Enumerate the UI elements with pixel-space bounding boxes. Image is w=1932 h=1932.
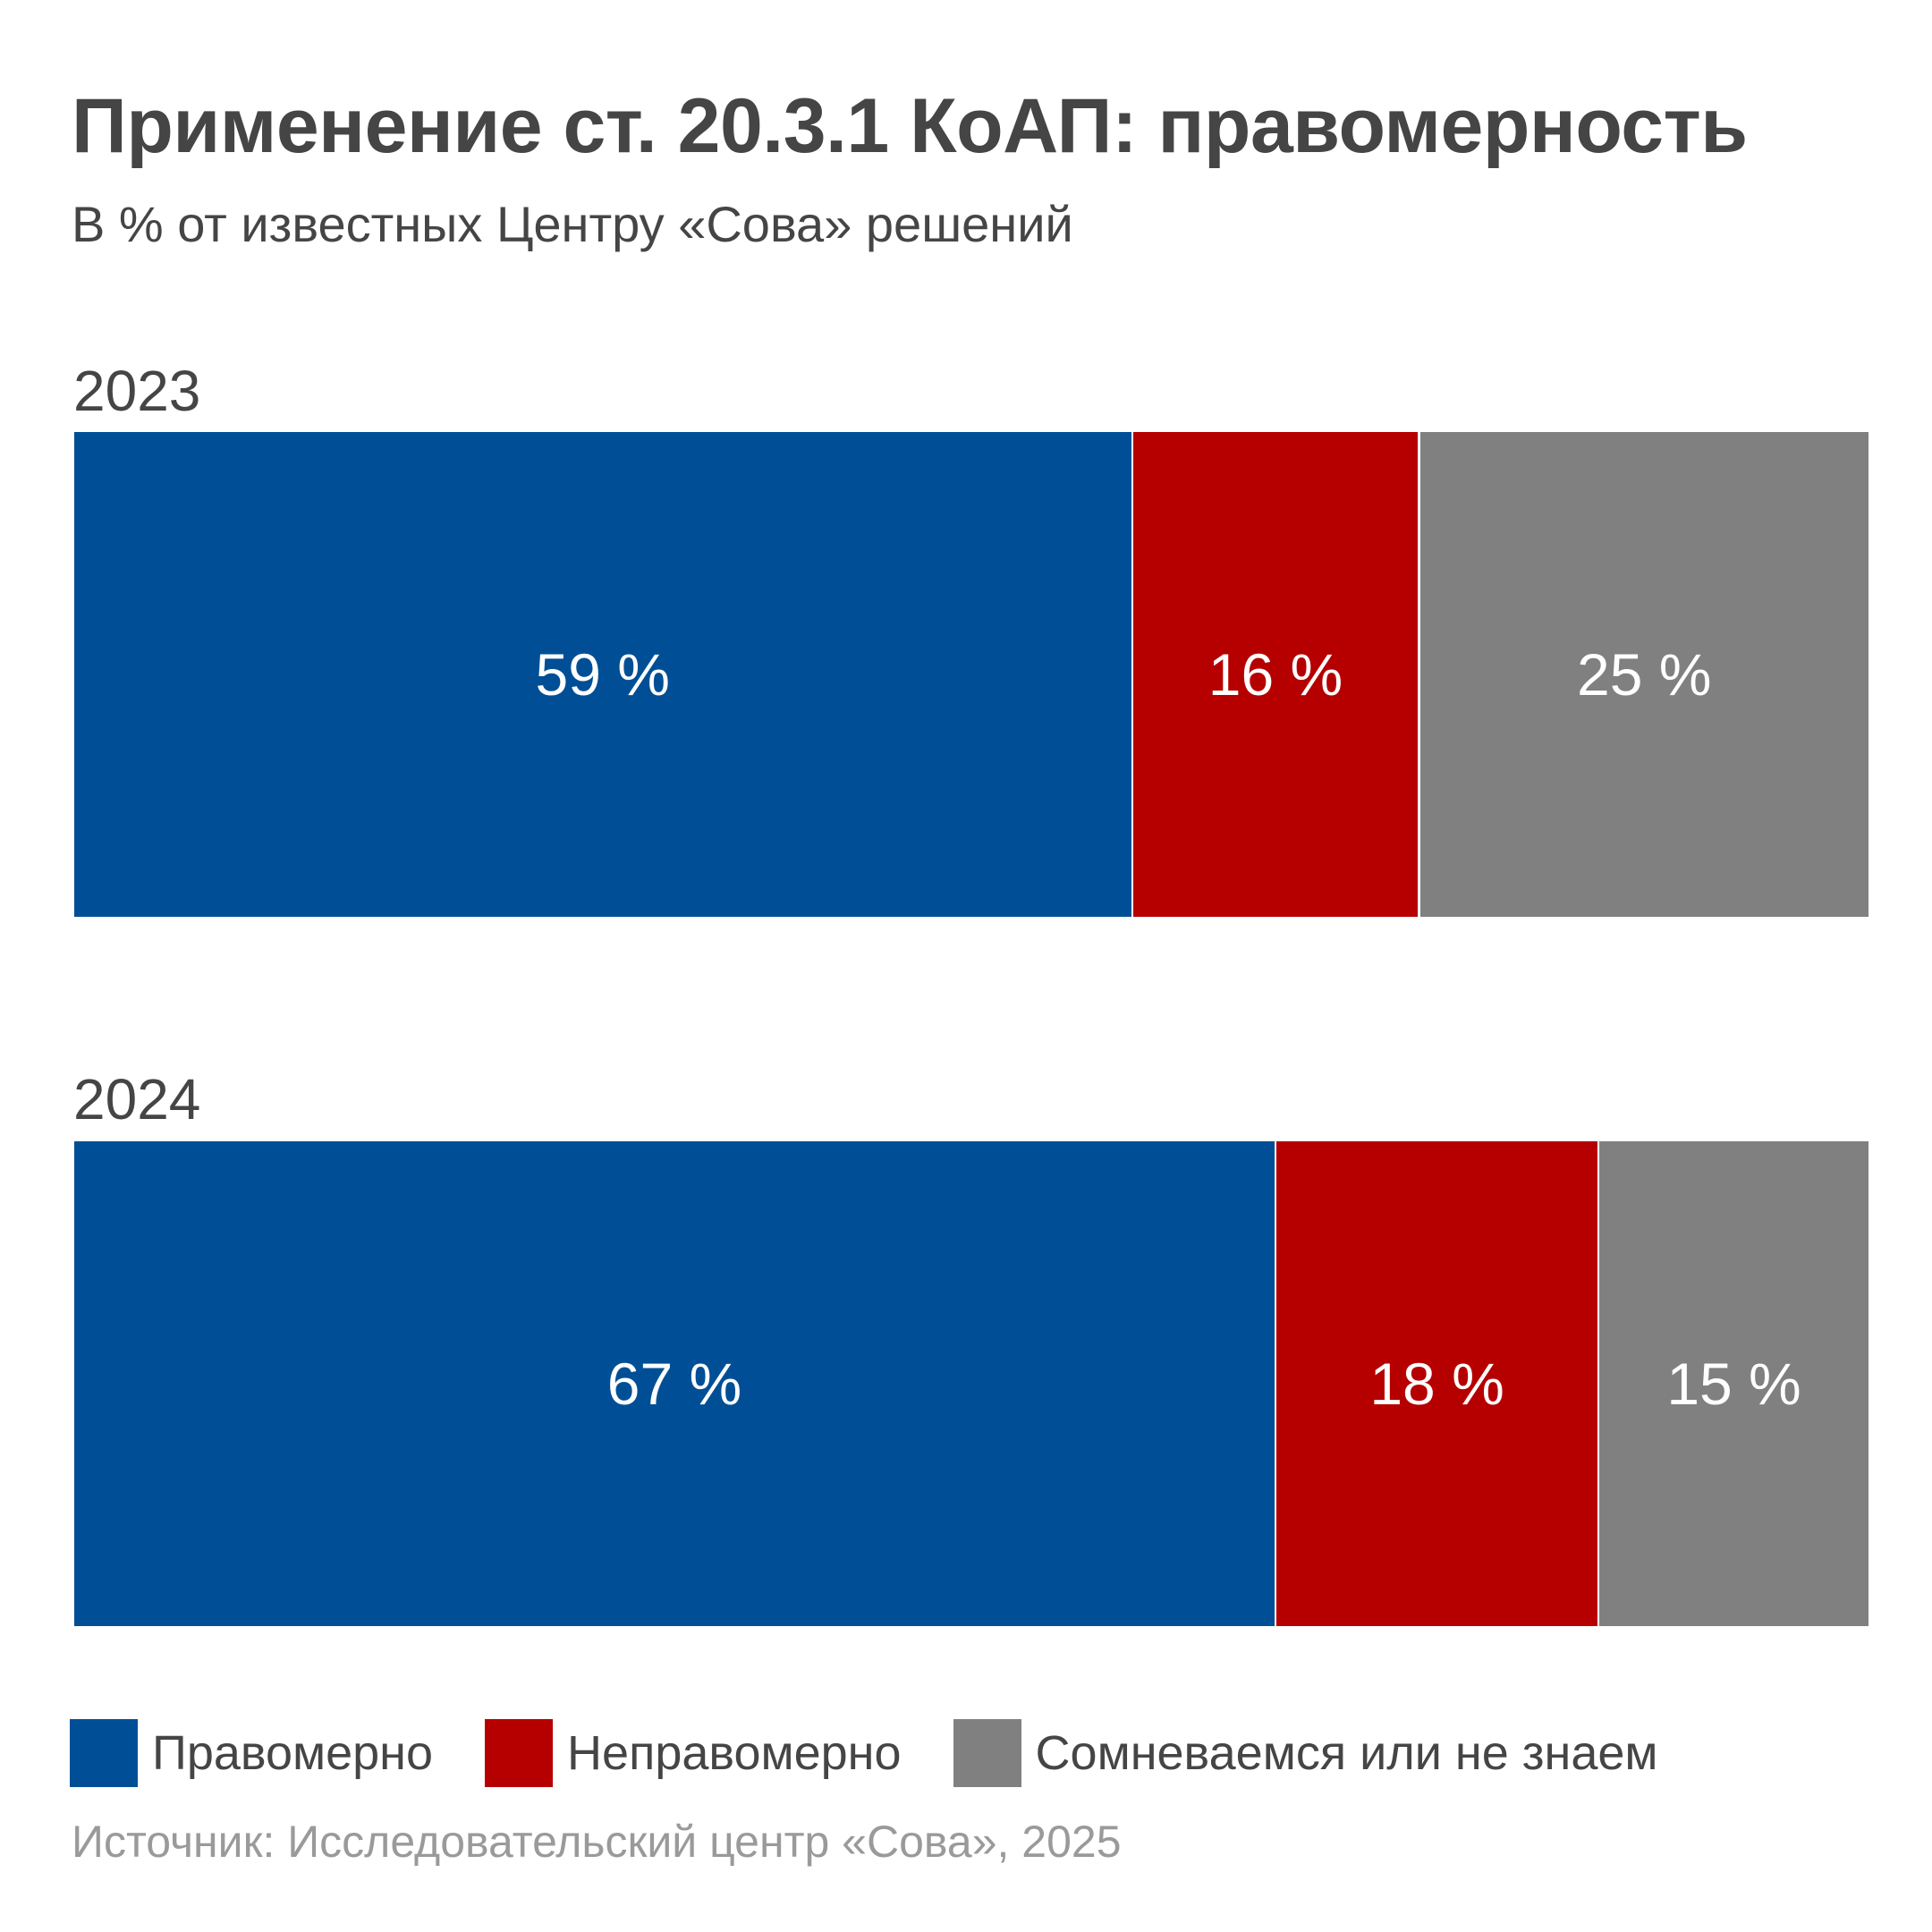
source-note: Источник: Исследовательский центр «Сова»… <box>72 1817 1122 1867</box>
bar-segment-lawful-2024: 67 % <box>74 1141 1277 1626</box>
bar-segment-unsure-2024: 15 % <box>1599 1141 1868 1626</box>
year-label-2023: 2023 <box>73 359 201 423</box>
legend-item-lawful: Правомерно <box>70 1719 433 1787</box>
stacked-bar-2023: 59 % 16 % 25 % <box>74 432 1868 917</box>
year-label-2024: 2024 <box>73 1067 201 1131</box>
legend-label-unsure: Сомневаемся или не знаем <box>1035 1726 1658 1780</box>
bar-segment-unlawful-2023: 16 % <box>1132 432 1420 917</box>
legend-item-unlawful: Неправомерно <box>485 1719 902 1787</box>
legend-swatch-unsure <box>953 1719 1021 1787</box>
legend-swatch-lawful <box>70 1719 138 1787</box>
bar-segment-lawful-2023: 59 % <box>74 432 1133 917</box>
data-label-unsure-2024: 15 % <box>1666 1351 1801 1417</box>
legend-item-unsure: Сомневаемся или не знаем <box>953 1719 1658 1787</box>
stacked-bar-2024: 67 % 18 % 15 % <box>74 1141 1868 1626</box>
legend-label-unlawful: Неправомерно <box>567 1726 902 1780</box>
data-label-unlawful-2023: 16 % <box>1208 641 1343 708</box>
bar-segment-unsure-2023: 25 % <box>1419 432 1868 917</box>
data-label-lawful-2023: 59 % <box>535 641 670 708</box>
chart-legend: Правомерно Неправомерно Сомневаемся или … <box>70 1719 1710 1787</box>
legend-label-lawful: Правомерно <box>152 1726 434 1780</box>
legend-swatch-unlawful <box>485 1719 554 1787</box>
bar-segment-unlawful-2024: 18 % <box>1276 1141 1600 1626</box>
chart-subtitle: В % от известных Центру «Сова» решений <box>72 196 1073 252</box>
data-label-unsure-2023: 25 % <box>1577 641 1712 708</box>
data-label-lawful-2024: 67 % <box>606 1351 742 1417</box>
data-label-unlawful-2024: 18 % <box>1369 1351 1504 1417</box>
chart-title: Применение ст. 20.3.1 КоАП: правомерност… <box>72 83 1748 169</box>
